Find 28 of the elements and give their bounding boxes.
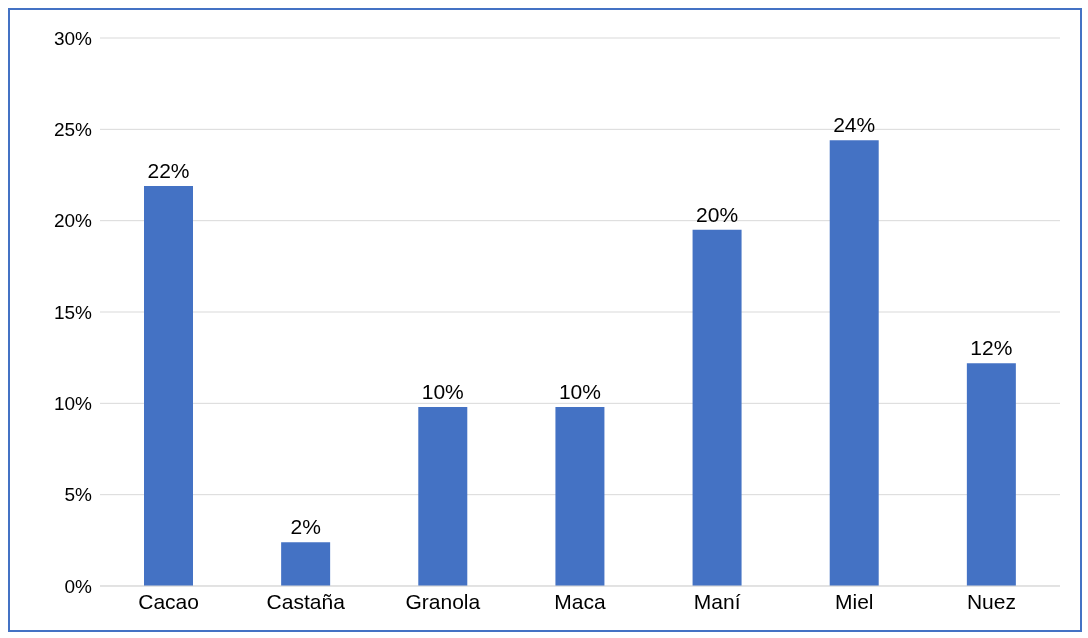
bar — [829, 140, 879, 586]
x-tick-label: Castaña — [266, 589, 346, 613]
x-tick-label: Granola — [405, 589, 481, 613]
y-tick-label: 20% — [53, 210, 93, 232]
x-tick-label: Cacao — [138, 589, 199, 613]
bar — [692, 229, 742, 586]
data-label: 12% — [970, 336, 1013, 360]
y-tick-label: 30% — [53, 27, 93, 49]
data-label: 20% — [696, 202, 739, 226]
y-tick-label: 0% — [64, 575, 93, 597]
y-tick-label: 10% — [53, 393, 93, 415]
bar — [418, 406, 468, 586]
y-tick-label: 25% — [53, 119, 93, 141]
data-label: 22% — [147, 158, 190, 182]
y-tick-label: 15% — [53, 301, 93, 323]
bar — [144, 185, 193, 586]
x-tick-label: Miel — [835, 589, 874, 613]
bar — [966, 363, 1016, 586]
bar — [555, 406, 605, 586]
x-tick-label: Maca — [554, 589, 606, 613]
data-label: 10% — [558, 379, 601, 403]
data-label: 10% — [421, 379, 464, 403]
data-label: 2% — [290, 515, 321, 539]
data-label: 24% — [833, 113, 876, 137]
bar — [281, 542, 331, 586]
x-tick-label: Nuez — [966, 589, 1016, 613]
x-tick-label: Maní — [693, 589, 741, 613]
y-tick-label: 5% — [64, 484, 93, 506]
